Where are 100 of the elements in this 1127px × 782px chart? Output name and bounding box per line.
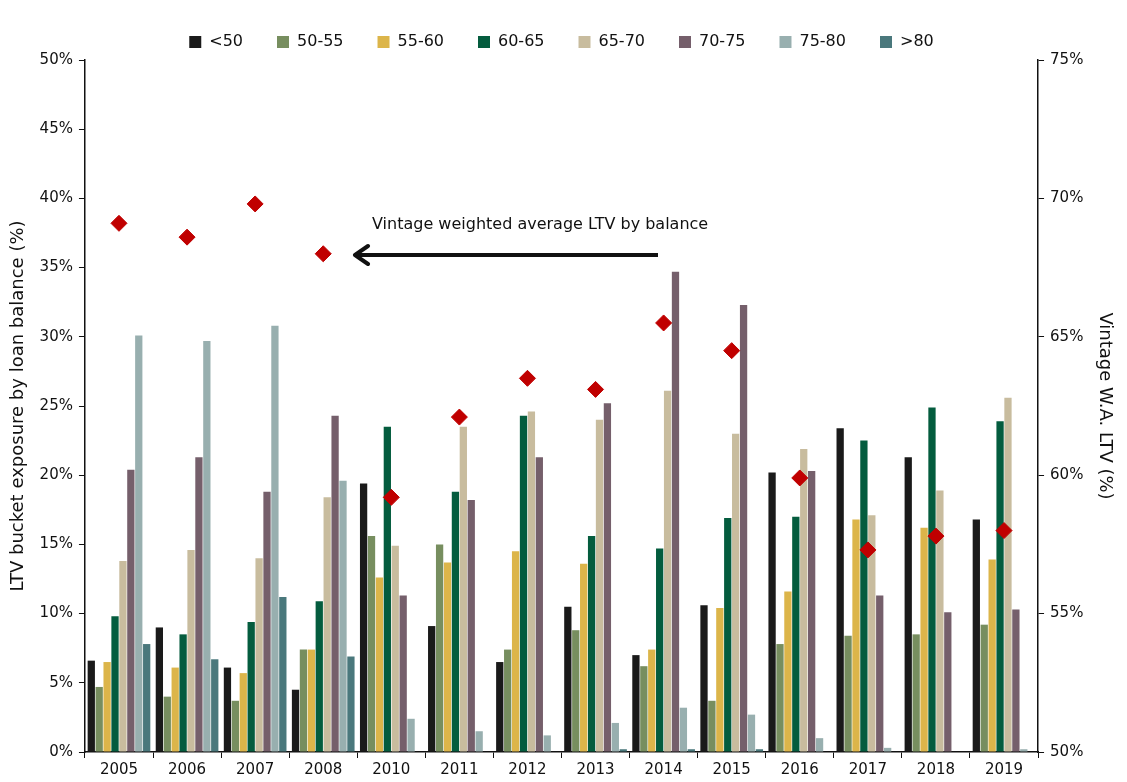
bar bbox=[1012, 609, 1020, 752]
bar bbox=[1004, 397, 1012, 752]
bar bbox=[271, 325, 279, 752]
y2-axis-title: Vintage W.A. LTV (%) bbox=[1095, 312, 1117, 500]
bar bbox=[451, 491, 460, 752]
bar bbox=[255, 558, 263, 752]
bar bbox=[103, 662, 111, 752]
x-tick-label: 2019 bbox=[984, 759, 1024, 778]
bar bbox=[747, 714, 756, 752]
legend-label: <50 bbox=[209, 31, 244, 51]
y2-tick-label: 60% bbox=[1050, 465, 1084, 484]
point bbox=[791, 469, 809, 487]
y-tick-label: 35% bbox=[39, 257, 73, 276]
bar bbox=[792, 516, 800, 752]
y2-tick-label: 75% bbox=[1050, 49, 1084, 68]
y2-tick-label: 55% bbox=[1050, 603, 1084, 622]
bar bbox=[95, 686, 103, 752]
bar bbox=[912, 634, 920, 752]
bar bbox=[315, 601, 323, 752]
x-tick-label: 2006 bbox=[167, 759, 207, 778]
bar bbox=[580, 563, 588, 752]
x-tick-label: 2018 bbox=[916, 759, 956, 778]
bar bbox=[467, 500, 475, 752]
bar bbox=[755, 749, 764, 752]
x-tick-label: 2007 bbox=[236, 759, 275, 778]
bar bbox=[231, 700, 239, 752]
point bbox=[314, 245, 332, 263]
bar bbox=[1020, 749, 1028, 752]
bar bbox=[511, 551, 520, 752]
legend-label: 75-80 bbox=[799, 31, 846, 51]
point bbox=[587, 380, 605, 398]
bar bbox=[247, 621, 255, 752]
point bbox=[655, 314, 673, 332]
bar bbox=[860, 440, 868, 752]
x-tick-label: 2014 bbox=[644, 759, 683, 778]
bar bbox=[187, 549, 195, 752]
bar bbox=[435, 544, 444, 752]
bar bbox=[119, 561, 127, 752]
bar bbox=[587, 536, 596, 752]
y2-tick-label: 65% bbox=[1050, 326, 1084, 345]
bar bbox=[239, 673, 247, 752]
bar bbox=[111, 616, 119, 752]
bar bbox=[716, 608, 724, 752]
bar bbox=[171, 667, 179, 752]
legend-label: >80 bbox=[899, 31, 934, 51]
legend-label: 50-55 bbox=[297, 31, 344, 51]
bar bbox=[996, 421, 1004, 752]
bar bbox=[504, 649, 512, 752]
bar bbox=[656, 548, 664, 752]
bar bbox=[944, 612, 952, 752]
bar bbox=[844, 635, 852, 752]
bar bbox=[800, 448, 808, 752]
point bbox=[450, 408, 468, 426]
point bbox=[518, 369, 536, 387]
bar bbox=[928, 407, 936, 752]
y-tick-label: 10% bbox=[39, 603, 73, 622]
point bbox=[246, 195, 264, 213]
bar bbox=[399, 595, 407, 752]
bar bbox=[179, 634, 187, 752]
bar bbox=[732, 433, 740, 752]
bar bbox=[572, 630, 580, 752]
bar bbox=[920, 527, 928, 752]
y-tick-label: 50% bbox=[39, 49, 73, 68]
x-tick-label: 2015 bbox=[712, 759, 751, 778]
point bbox=[178, 228, 196, 246]
bar bbox=[876, 595, 884, 752]
y-tick-label: 30% bbox=[39, 326, 73, 345]
bar bbox=[535, 457, 543, 752]
bar bbox=[203, 340, 211, 752]
y-tick-label: 20% bbox=[39, 465, 73, 484]
point bbox=[110, 214, 128, 232]
bar bbox=[323, 497, 331, 752]
bar bbox=[595, 419, 604, 752]
bar bbox=[127, 469, 135, 752]
point bbox=[995, 522, 1013, 540]
bar bbox=[808, 471, 816, 752]
bar bbox=[263, 491, 271, 752]
point bbox=[382, 488, 400, 506]
bar bbox=[648, 649, 656, 752]
bar bbox=[739, 304, 748, 752]
y2-tick-label: 70% bbox=[1050, 188, 1084, 207]
bar bbox=[527, 411, 536, 752]
bar bbox=[135, 335, 143, 752]
bar bbox=[375, 577, 384, 752]
y2-tick-label: 50% bbox=[1050, 741, 1084, 760]
annotation: Vintage weighted average LTV by balance bbox=[372, 214, 709, 233]
bar bbox=[163, 696, 171, 752]
bar bbox=[347, 656, 355, 752]
y-tick-label: 15% bbox=[39, 534, 73, 553]
bar bbox=[391, 545, 399, 752]
bar bbox=[815, 738, 824, 752]
x-tick-label: 2016 bbox=[780, 759, 819, 778]
x-tick-label: 2012 bbox=[508, 759, 547, 778]
bar bbox=[543, 735, 551, 752]
x-tick-label: 2005 bbox=[99, 759, 139, 778]
bar bbox=[884, 747, 892, 752]
bar bbox=[331, 415, 339, 752]
bar bbox=[980, 624, 988, 752]
bar bbox=[936, 490, 944, 752]
bar bbox=[443, 562, 452, 752]
